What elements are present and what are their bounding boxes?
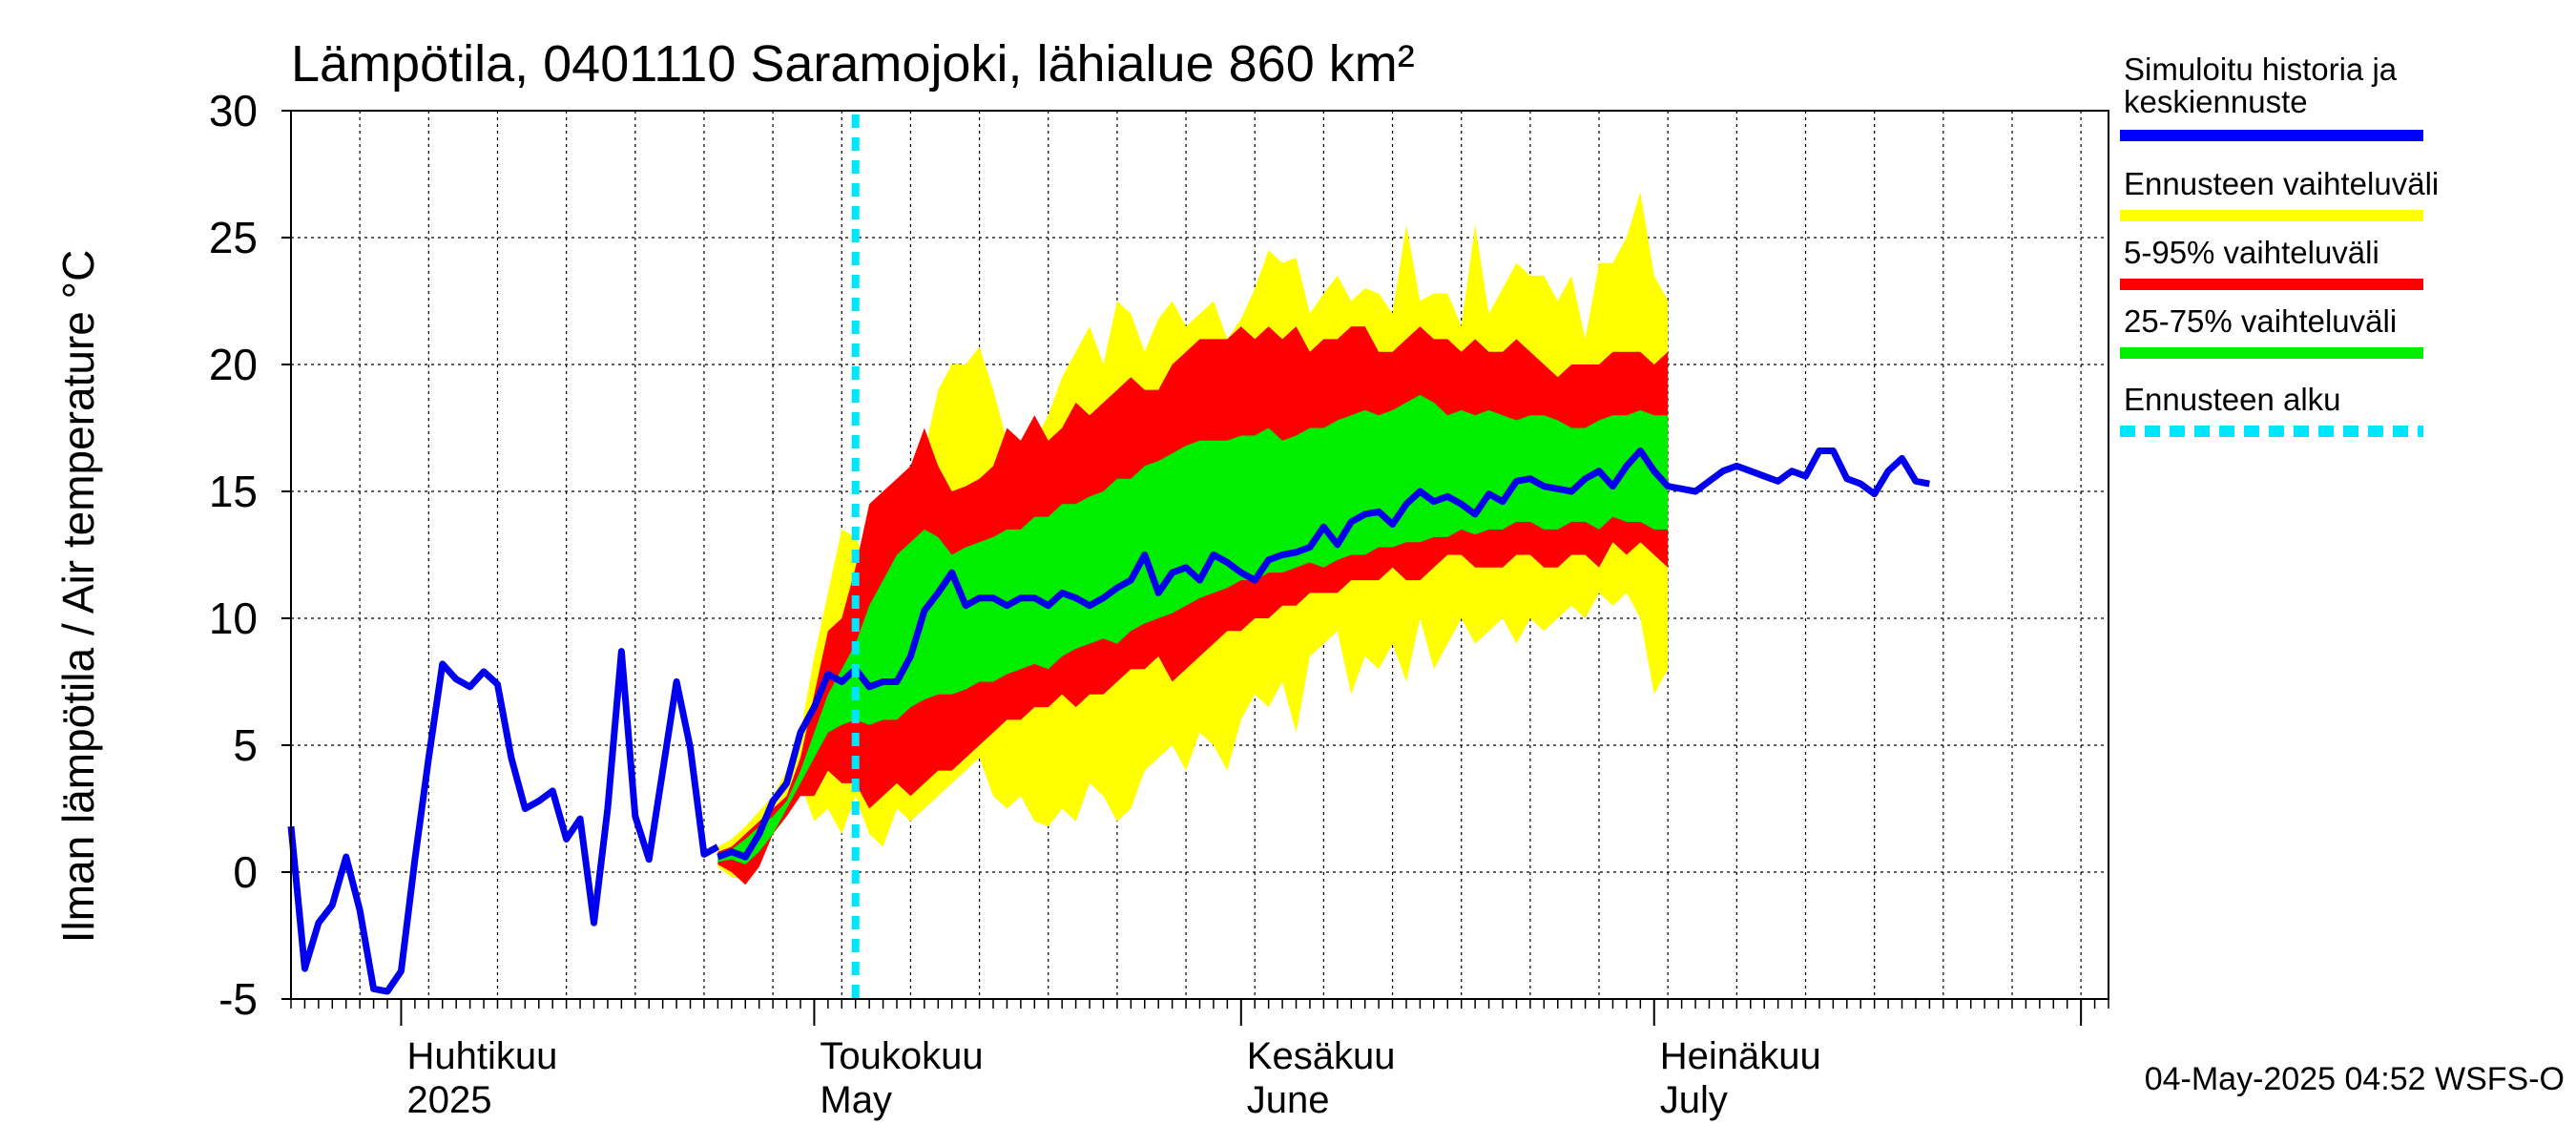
month-sublabel: May [820, 1079, 892, 1121]
timestamp: 04-May-2025 04:52 WSFS-O [2145, 1061, 2565, 1097]
legend-label: Simuloitu historia ja [2124, 52, 2398, 87]
month-label: Huhtikuu [406, 1035, 557, 1077]
y-tick-label: 15 [209, 467, 258, 516]
y-tick-label: 10 [209, 593, 258, 643]
month-sublabel: June [1247, 1079, 1330, 1121]
band-25-75 [717, 394, 1669, 865]
legend-label: Ennusteen vaihteluväli [2124, 166, 2439, 201]
y-tick-label: 30 [209, 86, 258, 135]
legend-label: keskiennuste [2124, 84, 2308, 119]
legend-label: Ennusteen alku [2124, 382, 2341, 417]
forecast-bands [717, 192, 1669, 885]
month-sublabel: July [1660, 1079, 1728, 1121]
y-axis: -5 0 5 10 15 20 25 30 [209, 86, 291, 1024]
history-line [287, 648, 720, 995]
data-lines [287, 114, 1931, 999]
y-axis-label: Ilman lämpötila / Air temperature °C [53, 250, 103, 944]
legend-label: 5-95% vaihteluväli [2124, 235, 2379, 270]
month-label: Kesäkuu [1247, 1035, 1396, 1077]
y-tick-label: -5 [218, 974, 258, 1024]
month-label: Toukokuu [820, 1035, 983, 1077]
legend-label: 25-75% vaihteluväli [2124, 303, 2397, 339]
y-tick-label: 5 [233, 720, 258, 770]
y-tick-label: 20 [209, 340, 258, 389]
y-tick-label: 25 [209, 213, 258, 262]
month-label: Heinäkuu [1660, 1035, 1821, 1077]
chart-title: Lämpötila, 0401110 Saramojoki, lähialue … [291, 35, 1415, 93]
forecast-mean-line [717, 447, 1931, 861]
month-sublabel: 2025 [406, 1079, 491, 1121]
y-tick-label: 0 [233, 847, 258, 897]
